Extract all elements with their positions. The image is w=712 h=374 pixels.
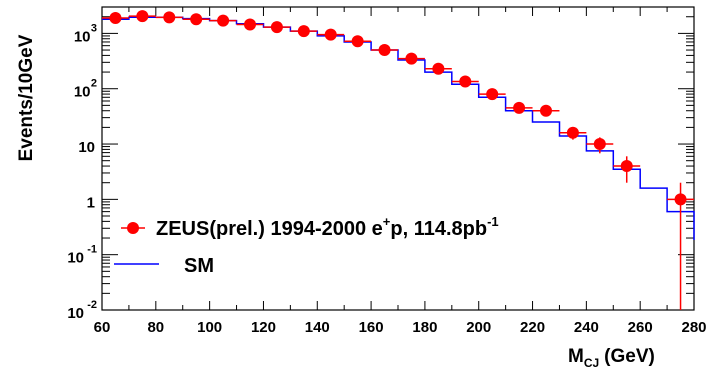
data-point [432,62,445,75]
y-tick-label: 10 3 [74,22,97,45]
y-tick-exponent: 2 [91,78,97,90]
x-tick-labels: 60 80 100 120 140 160 180 200 220 240 260 280 [94,319,707,336]
y-tick-base: 10 [67,305,84,322]
legend: ZEUS(prel.) 1994-2000 e+p, 114.8pb-1 SM [114,214,499,277]
data-point [486,88,499,101]
data-point [593,138,606,151]
y-tick-base: 10 [74,84,91,101]
x-tick-label: 80 [147,319,164,336]
x-tick-label: 160 [359,319,384,336]
y-tick-label: 10 -2 [67,299,97,322]
x-tick-label: 100 [197,319,222,336]
x-tick-label: 120 [251,319,276,336]
y-tick-base: 10 [78,139,95,156]
y-axis-title: Events/10GeV [16,34,37,161]
y-tick-label: 10 -1 [67,244,97,267]
data-point [566,126,579,139]
data-point [405,52,418,65]
legend-sm-label: SM [184,255,214,277]
y-tick-exponent: 3 [91,22,97,34]
x-tick-label: 240 [574,319,599,336]
y-tick-base: 1 [87,194,95,211]
y-tick-exponent: -1 [87,244,97,256]
y-tick-base: 10 [67,250,84,267]
data-point [378,44,391,57]
data-point [351,35,364,48]
x-tick-label: 60 [94,319,111,336]
x-tick-label: 140 [305,319,330,336]
data-point [217,14,230,27]
y-tick-label: 10 2 [74,78,97,101]
x-tick-label: 260 [628,319,653,336]
data-point [324,28,337,41]
axis-ticks [101,6,695,311]
legend-data-label: ZEUS(prel.) 1994-2000 e+p, 114.8pb-1 [156,214,499,240]
data-point [674,193,687,206]
x-tick-label: 200 [466,319,491,336]
data-point [297,25,310,38]
data-point [163,11,176,24]
data-point [190,13,203,26]
x-tick-label: 220 [520,319,545,336]
y-tick-label: 10 [78,139,95,156]
data-point [244,18,256,31]
x-axis-title: MCJ (GeV) [568,346,655,370]
data-point [540,104,552,117]
data-point [620,160,633,173]
data-point [513,101,526,114]
x-tick-label: 180 [412,319,437,336]
x-tick-label: 280 [681,319,706,336]
data-point [136,10,149,23]
y-tick-base: 10 [74,28,91,45]
y-tick-exponent: -2 [87,299,97,311]
data-series [102,10,694,310]
data-point [270,21,283,34]
y-tick-label: 1 [87,194,95,211]
data-point [459,75,472,88]
data-point [109,11,122,24]
